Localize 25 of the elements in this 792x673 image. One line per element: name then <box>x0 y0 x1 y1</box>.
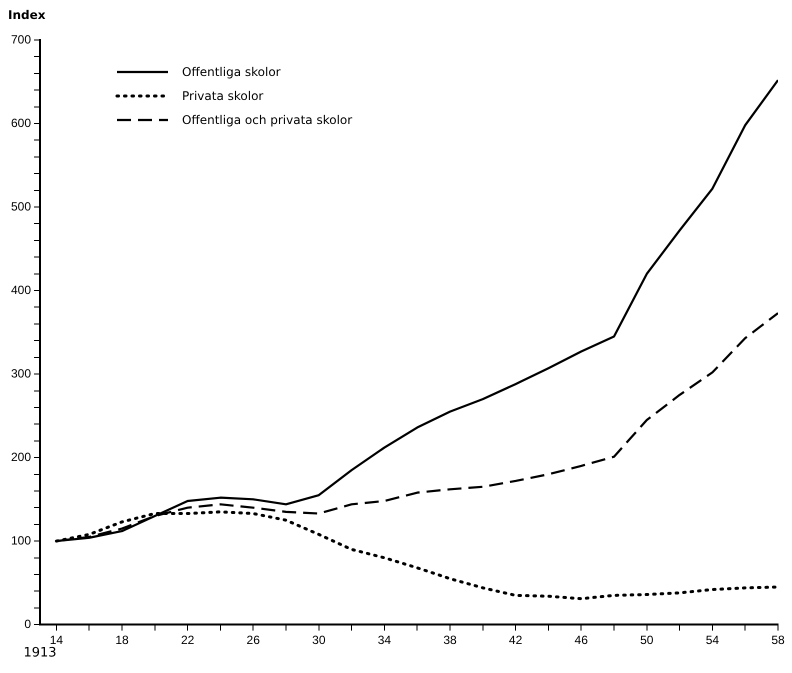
x-tick-label: 30 <box>312 633 326 648</box>
text: 1913 <box>23 645 57 660</box>
y-tick-label: 500 <box>10 199 32 214</box>
legend-label: Privata skolor <box>182 89 264 103</box>
x-tick-label: 34 <box>378 633 392 648</box>
x-tick-label: 42 <box>508 633 523 648</box>
x-tick-label: 58 <box>771 633 785 648</box>
x-tick-label: 14 <box>50 633 64 648</box>
x-tick-label: 50 <box>640 633 654 648</box>
x-tick-label: 46 <box>574 633 588 648</box>
x-tick-label: 38 <box>443 633 458 648</box>
y-tick-label: 700 <box>10 32 32 46</box>
y-tick-label: 100 <box>10 533 32 548</box>
y-tick-label: 300 <box>10 366 32 380</box>
x-tick-label: 22 <box>180 633 195 648</box>
x-tick-label: 26 <box>246 633 260 648</box>
y-axis-title: Index <box>8 8 46 22</box>
legend-label: Offentliga skolor <box>182 65 281 79</box>
y-tick-label: 400 <box>10 282 32 297</box>
legend-label: Offentliga och privata skolor <box>182 113 352 127</box>
y-tick-label: 200 <box>10 450 32 464</box>
y-tick-label: 0 <box>24 616 32 631</box>
x-tick-label: 18 <box>115 633 130 648</box>
y-tick-label: 600 <box>10 116 32 130</box>
x-tick-label: 54 <box>706 633 720 648</box>
